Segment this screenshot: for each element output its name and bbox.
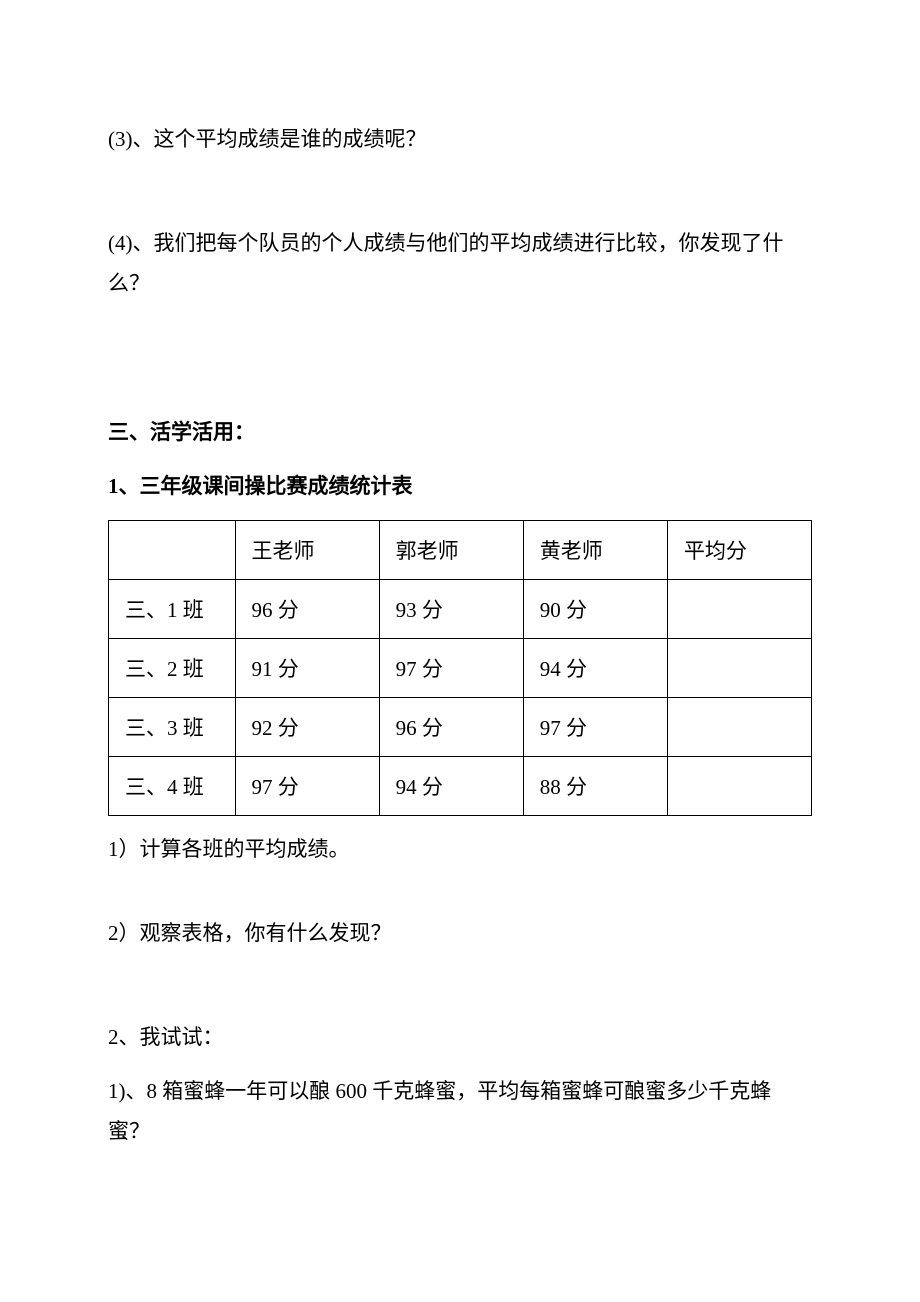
table-cell: 96 分 (235, 580, 379, 639)
table-cell: 91 分 (235, 639, 379, 698)
sub-question-1-2: 2）观察表格，你有什么发现？ (108, 914, 812, 954)
table-cell: 93 分 (379, 580, 523, 639)
sub-section-2-title: 2、我试试： (108, 1018, 812, 1058)
spacer (108, 884, 812, 914)
table-cell: 94 分 (523, 639, 667, 698)
table-cell: 平均分 (667, 521, 811, 580)
question-3: (3)、这个平均成绩是谁的成绩呢？ (108, 120, 812, 160)
table-cell: 96 分 (379, 698, 523, 757)
spacer (108, 318, 812, 413)
table-cell (667, 757, 811, 816)
table-header-row: 王老师 郭老师 黄老师 平均分 (109, 521, 812, 580)
table-cell: 90 分 (523, 580, 667, 639)
table-cell: 三、4 班 (109, 757, 236, 816)
table-cell: 88 分 (523, 757, 667, 816)
table-row: 三、1 班 96 分 93 分 90 分 (109, 580, 812, 639)
table-cell: 97 分 (235, 757, 379, 816)
table-row: 三、4 班 97 分 94 分 88 分 (109, 757, 812, 816)
table-cell: 三、3 班 (109, 698, 236, 757)
table-row: 三、3 班 92 分 96 分 97 分 (109, 698, 812, 757)
table-cell: 黄老师 (523, 521, 667, 580)
spacer (108, 968, 812, 1018)
table-row: 三、2 班 91 分 97 分 94 分 (109, 639, 812, 698)
table-cell: 94 分 (379, 757, 523, 816)
table-cell (667, 639, 811, 698)
table-cell: 三、2 班 (109, 639, 236, 698)
sub-question-1-1: 1）计算各班的平均成绩。 (108, 830, 812, 870)
section-3-title: 三、活学活用： (108, 413, 812, 453)
table-cell: 三、1 班 (109, 580, 236, 639)
table-cell: 97 分 (523, 698, 667, 757)
table-cell (667, 698, 811, 757)
spacer (108, 174, 812, 224)
table-cell: 郭老师 (379, 521, 523, 580)
section-3-subtitle-1: 1、三年级课间操比赛成绩统计表 (108, 467, 812, 507)
table-cell: 王老师 (235, 521, 379, 580)
table-cell (667, 580, 811, 639)
sub-question-2-1: 1)、8 箱蜜蜂一年可以酿 600 千克蜂蜜，平均每箱蜜蜂可酿蜜多少千克蜂蜜？ (108, 1072, 812, 1152)
table-cell: 92 分 (235, 698, 379, 757)
question-4: (4)、我们把每个队员的个人成绩与他们的平均成绩进行比较，你发现了什么？ (108, 224, 812, 304)
table-cell: 97 分 (379, 639, 523, 698)
score-table: 王老师 郭老师 黄老师 平均分 三、1 班 96 分 93 分 90 分 三、2… (108, 520, 812, 816)
table-cell (109, 521, 236, 580)
